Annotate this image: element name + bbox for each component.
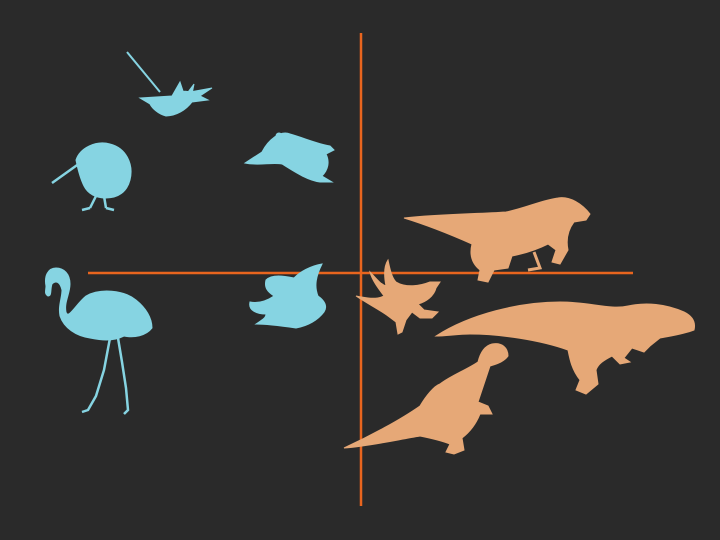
flying-bird-icon (249, 263, 327, 329)
penguin-icon (243, 132, 335, 183)
velociraptor-icon (403, 197, 591, 283)
birds-group (45, 51, 335, 415)
microraptor-icon (355, 258, 441, 335)
flamingo-icon (45, 267, 153, 415)
kiwi-icon (51, 142, 132, 212)
quadrant-axes (88, 33, 633, 506)
small-theropod-icon (343, 343, 509, 455)
tyrannosaur-icon (434, 301, 695, 395)
hummingbird-icon (126, 51, 213, 117)
dinosaurs-group (343, 197, 695, 455)
